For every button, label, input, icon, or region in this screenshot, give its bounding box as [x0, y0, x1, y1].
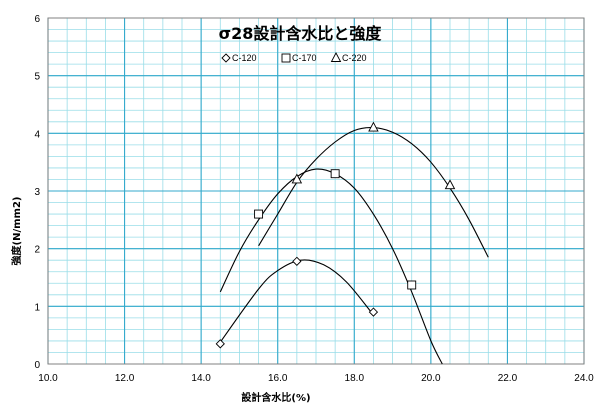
data-markers — [215, 121, 456, 349]
trend-line-c-170 — [219, 168, 443, 365]
y-tick-label: 5 — [34, 72, 40, 83]
x-tick-label: 24.0 — [574, 373, 594, 384]
x-axis-tick-labels: 10.0 12.0 14.0 16.0 18.0 20.0 22.0 24.0 — [38, 373, 594, 384]
y-tick-label: 2 — [34, 245, 40, 256]
marker-c-120 — [215, 339, 225, 349]
marker-c-220 — [291, 173, 303, 184]
marker-c-120 — [292, 256, 302, 266]
legend-label: C-220 — [342, 53, 367, 63]
y-tick-label: 6 — [34, 14, 40, 25]
x-tick-label: 20.0 — [421, 373, 441, 384]
y-tick-label: 3 — [34, 187, 40, 198]
marker-c-170 — [407, 280, 417, 290]
legend-label: C-120 — [232, 53, 257, 63]
trend-line-c-120 — [219, 259, 374, 343]
y-tick-label: 4 — [34, 129, 40, 140]
marker-c-120 — [368, 307, 379, 317]
y-tick-label: 1 — [34, 302, 40, 313]
x-axis-label: 設計含水比(%) — [241, 391, 310, 403]
marker-c-220 — [444, 179, 456, 190]
marker-c-170 — [330, 169, 340, 179]
x-tick-label: 22.0 — [498, 373, 518, 384]
x-tick-label: 18.0 — [345, 373, 365, 384]
y-axis-tick-labels: 0 1 2 3 4 5 6 — [34, 14, 40, 371]
y-tick-label: 0 — [34, 360, 40, 371]
legend-marker-c-220 — [330, 52, 342, 62]
legend-marker-c-120 — [221, 53, 231, 63]
x-tick-label: 14.0 — [191, 373, 211, 384]
marker-c-170 — [254, 209, 264, 219]
plot-area-frame — [47, 17, 585, 365]
x-tick-label: 10.0 — [38, 373, 58, 384]
legend-marker-c-170 — [281, 53, 291, 63]
chart-title: σ28設計含水比と強度 — [219, 24, 383, 43]
x-tick-label: 12.0 — [115, 373, 135, 384]
y-axis-label: 強度(N/mm2) — [10, 197, 23, 266]
marker-c-220 — [368, 121, 379, 132]
legend: C-120 C-170 C-220 — [221, 52, 367, 63]
legend-label: C-170 — [292, 53, 317, 63]
x-tick-label: 16.0 — [268, 373, 288, 384]
